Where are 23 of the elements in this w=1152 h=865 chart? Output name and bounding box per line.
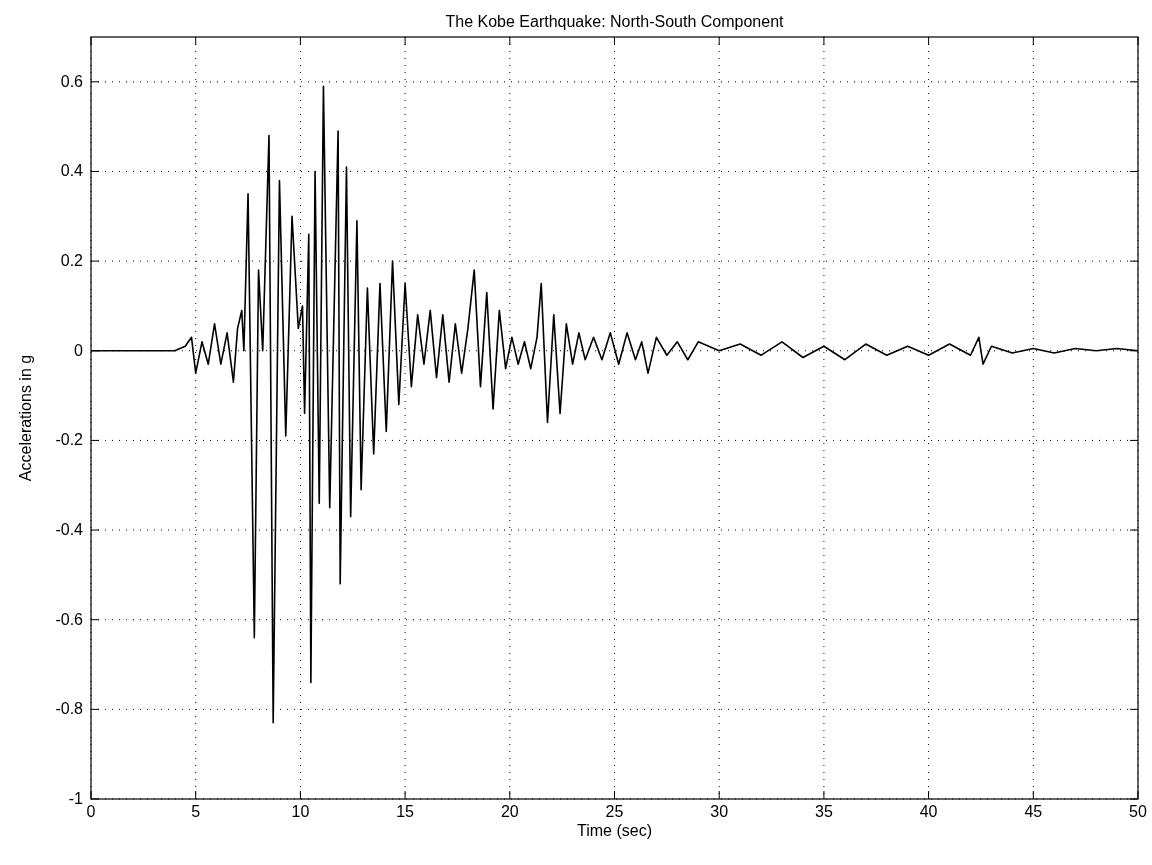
x-tick-label: 30 [710, 803, 729, 820]
y-tick-label: 0.6 [60, 72, 84, 90]
x-tick-label: 25 [605, 803, 624, 820]
y-tick-label: -0.4 [55, 521, 84, 539]
x-tick-label: 20 [500, 803, 519, 820]
y-tick-label: 0.2 [60, 252, 84, 270]
x-tick-label: 45 [1024, 803, 1043, 820]
x-tick-label: 40 [919, 803, 938, 820]
x-axis-title: Time (sec) [577, 822, 652, 839]
y-tick-label: -0.8 [55, 700, 84, 718]
y-tick-label: 0 [74, 341, 84, 359]
x-tick-label: 35 [815, 803, 833, 820]
x-tick-label: 0 [86, 803, 96, 820]
x-tick-label: 10 [291, 803, 310, 820]
x-tick-label: 50 [1129, 803, 1147, 820]
y-tick-label: -1 [68, 790, 84, 807]
x-tick-label: 5 [191, 803, 201, 820]
y-axis-title: Accelerations in g [17, 354, 34, 482]
y-tick-label: -0.6 [55, 610, 84, 628]
chart-title: The Kobe Earthquake: North-South Component [445, 13, 785, 30]
y-tick-label: 0.4 [60, 162, 84, 180]
x-tick-label: 15 [396, 803, 415, 820]
y-tick-label: -0.2 [55, 431, 84, 449]
